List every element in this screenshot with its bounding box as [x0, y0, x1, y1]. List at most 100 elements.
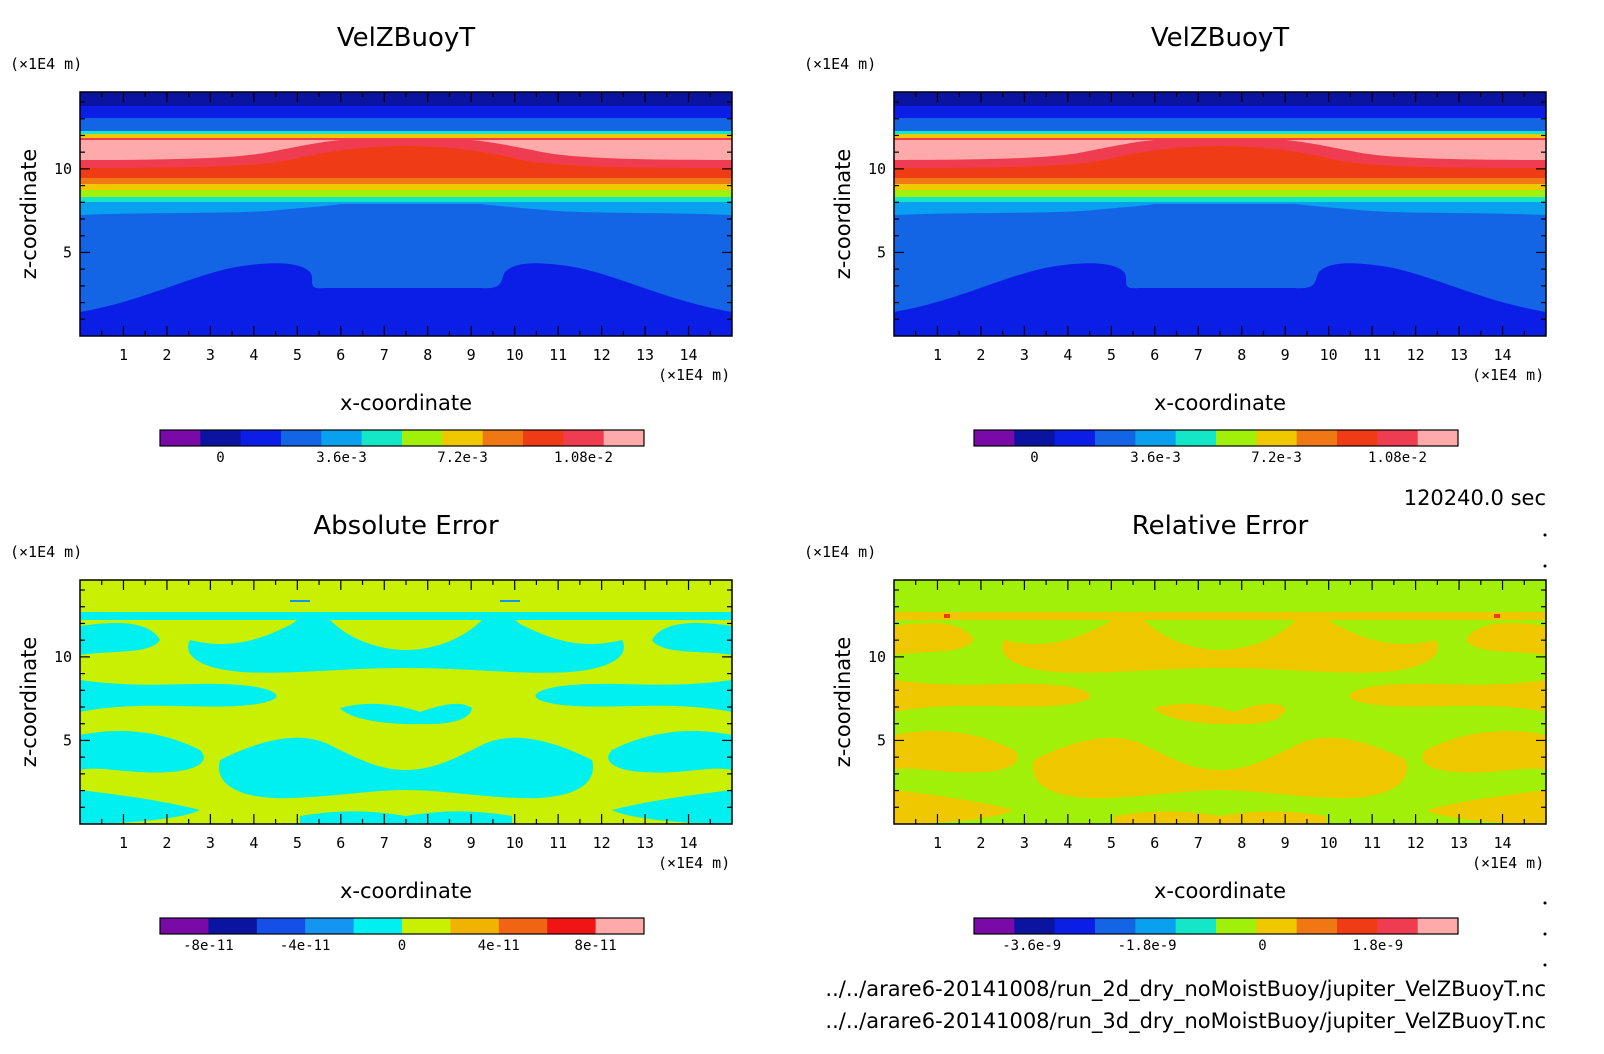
colorbar-tick-label: 3.6e-3 — [1130, 450, 1181, 466]
field-layer — [894, 189, 1546, 197]
x-axis-label: x-coordinate — [340, 879, 472, 903]
colorbar-swatch — [442, 430, 484, 446]
x-tick-label: 3 — [1020, 346, 1029, 364]
colorbar-tick-label: 7.2e-3 — [437, 450, 488, 466]
colorbar-swatch — [603, 430, 645, 446]
x-tick-label: 14 — [1494, 346, 1512, 364]
x-tick-label: 10 — [506, 834, 524, 852]
x-tick-label: 9 — [1281, 834, 1290, 852]
x-tick-label: 6 — [1150, 834, 1159, 852]
x-tick-label: 4 — [1063, 346, 1072, 364]
field-layer — [80, 612, 732, 620]
dot-marker — [1543, 963, 1547, 967]
x-tick-label: 2 — [976, 346, 985, 364]
colorbar-swatch — [974, 918, 1015, 934]
field-layer — [80, 196, 732, 202]
x-tick-label: 8 — [1237, 834, 1246, 852]
field-layer — [894, 92, 1546, 106]
x-tick-label: 7 — [1194, 834, 1203, 852]
x-tick-label: 13 — [1450, 834, 1468, 852]
colorbar-tick-label: 1.08e-2 — [554, 450, 613, 466]
x-tick-label: 6 — [336, 346, 345, 364]
field-layer — [894, 131, 1546, 134]
colorbar-swatch — [1135, 918, 1177, 934]
x-axis-label: x-coordinate — [1154, 879, 1286, 903]
field-layer — [894, 118, 1546, 131]
colorbar-frame — [159, 429, 645, 447]
y-axis-label: z-coordinate — [17, 149, 41, 280]
x-tick-label: 5 — [293, 834, 302, 852]
y-tick-label: 5 — [877, 243, 886, 261]
dot-marker — [1543, 564, 1547, 568]
x-tick-label: 8 — [1237, 346, 1246, 364]
x-tick-label: 10 — [1320, 346, 1338, 364]
colorbar-swatch — [321, 430, 363, 446]
panel-title: VelZBuoyT — [1151, 23, 1289, 53]
x-unit-label: (×1E4 m) — [658, 366, 730, 384]
dot-marker — [1543, 932, 1547, 936]
colorbar-swatch — [563, 430, 605, 446]
y-tick-label: 5 — [63, 243, 72, 261]
x-tick-label: 8 — [423, 834, 432, 852]
y-tick-label: 10 — [54, 160, 72, 178]
x-tick-label: 3 — [206, 834, 215, 852]
dot-marker — [1543, 901, 1547, 905]
field-layer — [894, 680, 1546, 712]
x-tick-label: 3 — [206, 346, 215, 364]
y-unit-label: (×1E4 m) — [804, 55, 876, 73]
panel-relative-error: Relative Error (×1E4 m) 1 2 3 4 5 6 7 8 9 10 11 12 1… — [804, 511, 1547, 954]
field-layer — [894, 183, 1546, 190]
colorbar-frame — [973, 429, 1459, 447]
x-tick-label: 14 — [680, 346, 698, 364]
field-layer — [218, 737, 594, 799]
file-path-1: ../../arare6-20141008/run_2d_dry_noMoist… — [825, 977, 1546, 1002]
colorbar-tick-label: -4e-11 — [280, 938, 331, 954]
field-layer — [1154, 703, 1286, 725]
colorbar-tick-label: 8e-11 — [575, 938, 617, 954]
x-tick-label: 1 — [119, 834, 128, 852]
colorbar-tick-label: 3.6e-3 — [316, 450, 367, 466]
x-tick-label: 1 — [119, 346, 128, 364]
x-tick-label: 13 — [636, 834, 654, 852]
colorbar-tick-label: 0 — [216, 450, 224, 466]
colorbar-swatch — [1175, 918, 1217, 934]
x-tick-label: 7 — [380, 834, 389, 852]
field-layer — [80, 177, 732, 184]
colorbar-swatch — [402, 918, 451, 934]
field-layer — [80, 200, 732, 215]
field-layer — [80, 92, 732, 106]
colorbar-swatch — [974, 430, 1015, 446]
colorbar-tick-label: 1.8e-9 — [1353, 938, 1404, 954]
field-layer — [894, 134, 1546, 138]
field-layer — [80, 118, 732, 131]
colorbar-frame — [159, 917, 645, 935]
colorbar-swatch — [1256, 430, 1298, 446]
field-layer — [80, 183, 732, 190]
colorbar: -8e-11 -4e-11 0 4e-11 8e-11 — [159, 917, 645, 954]
colorbar-swatch — [1417, 918, 1459, 934]
colorbar-tick-label: 7.2e-3 — [1251, 450, 1302, 466]
colorbar-swatch — [1095, 430, 1136, 446]
colorbar-swatch — [1054, 918, 1096, 934]
colorbar-swatch — [1417, 430, 1459, 446]
colorbar-tick-label: 1.08e-2 — [1368, 450, 1427, 466]
colorbar-tick-label: 4e-11 — [478, 938, 520, 954]
x-tick-label: 13 — [1450, 346, 1468, 364]
x-tick-label: 11 — [549, 346, 567, 364]
field-layer — [80, 263, 732, 336]
field-layer — [80, 140, 732, 160]
colorbar-swatch — [1135, 430, 1177, 446]
y-unit-label: (×1E4 m) — [804, 543, 876, 561]
field-layer — [188, 616, 624, 673]
field-layer — [80, 730, 732, 773]
x-tick-label: 12 — [593, 346, 611, 364]
x-tick-label: 4 — [1063, 834, 1072, 852]
heatmap-field — [80, 92, 732, 336]
x-tick-label: 7 — [1194, 346, 1203, 364]
colorbar-swatch — [1095, 918, 1136, 934]
field-layer — [894, 612, 1546, 620]
